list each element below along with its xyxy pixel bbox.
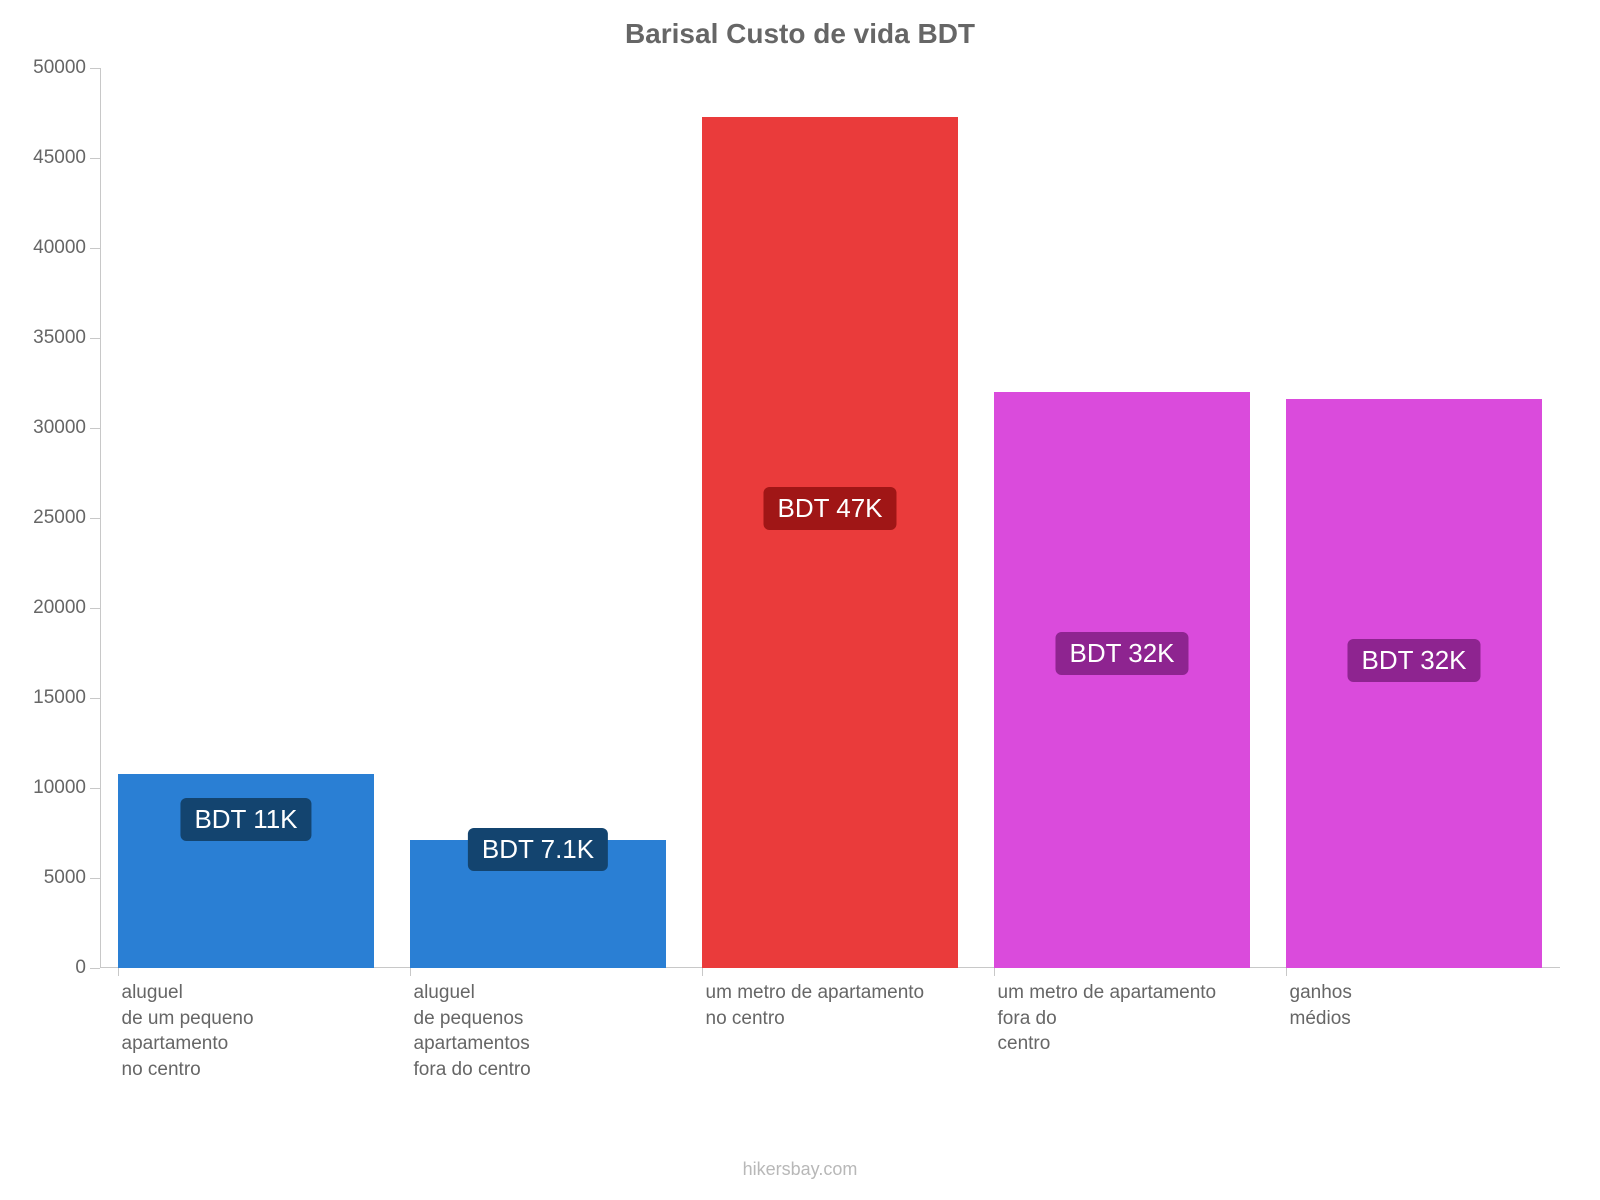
y-tick	[90, 428, 100, 429]
x-tick-label: aluguel de pequenos apartamentos fora do…	[414, 980, 706, 1083]
y-tick-label: 45000	[33, 147, 86, 169]
attribution-text: hikersbay.com	[743, 1159, 858, 1180]
y-tick-label: 10000	[33, 777, 86, 799]
bar-value-chip: BDT 47K	[763, 487, 896, 530]
bar-value-chip: BDT 7.1K	[468, 828, 608, 871]
y-tick-label: 20000	[33, 597, 86, 619]
bar-value-chip: BDT 32K	[1347, 639, 1480, 682]
y-tick-label: 30000	[33, 417, 86, 439]
x-tick	[118, 968, 119, 976]
y-tick-label: 25000	[33, 507, 86, 529]
x-tick-label: aluguel de um pequeno apartamento no cen…	[122, 980, 414, 1083]
y-tick	[90, 608, 100, 609]
y-tick-label: 40000	[33, 237, 86, 259]
y-tick	[90, 968, 100, 969]
x-tick-label: um metro de apartamento no centro	[706, 980, 998, 1031]
y-tick	[90, 68, 100, 69]
y-tick-label: 5000	[44, 867, 86, 889]
x-tick-label: ganhos médios	[1290, 980, 1582, 1031]
plot-region: 0500010000150002000025000300003500040000…	[100, 68, 1560, 968]
x-tick	[1286, 968, 1287, 976]
bar: BDT 7.1K	[410, 840, 667, 968]
y-axis-line	[100, 68, 101, 968]
bar: BDT 47K	[702, 117, 959, 968]
bar-value-chip: BDT 32K	[1055, 632, 1188, 675]
y-tick	[90, 518, 100, 519]
y-tick	[90, 698, 100, 699]
bar: BDT 11K	[118, 774, 375, 968]
y-tick	[90, 248, 100, 249]
y-tick	[90, 338, 100, 339]
y-tick	[90, 158, 100, 159]
chart-title: Barisal Custo de vida BDT	[40, 18, 1560, 50]
chart-container: Barisal Custo de vida BDT 05000100001500…	[0, 0, 1600, 1200]
y-tick-label: 0	[75, 957, 86, 979]
x-tick	[994, 968, 995, 976]
y-tick	[90, 878, 100, 879]
y-tick-label: 50000	[33, 57, 86, 79]
x-tick	[702, 968, 703, 976]
y-tick	[90, 788, 100, 789]
y-tick-label: 15000	[33, 687, 86, 709]
bar: BDT 32K	[994, 392, 1251, 968]
x-tick-label: um metro de apartamento fora do centro	[998, 980, 1290, 1057]
bar-value-chip: BDT 11K	[180, 798, 311, 841]
x-tick	[410, 968, 411, 976]
bar: BDT 32K	[1286, 399, 1543, 968]
y-tick-label: 35000	[33, 327, 86, 349]
